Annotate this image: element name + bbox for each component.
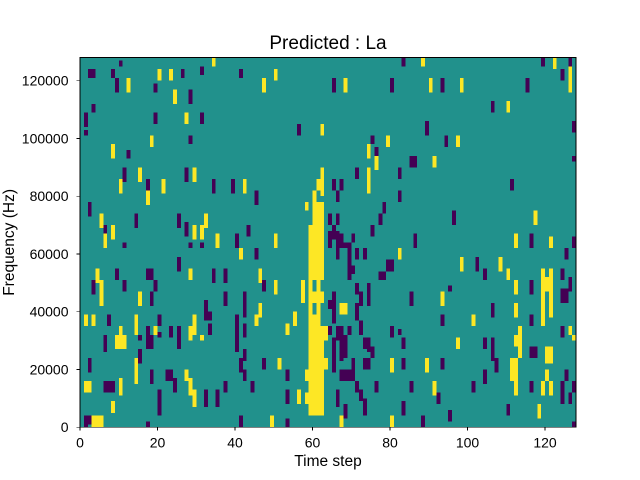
svg-text:20: 20 bbox=[150, 435, 166, 451]
svg-text:60: 60 bbox=[305, 435, 321, 451]
svg-text:100000: 100000 bbox=[22, 130, 69, 146]
svg-text:0: 0 bbox=[61, 419, 69, 435]
svg-text:60000: 60000 bbox=[30, 246, 69, 262]
svg-text:40000: 40000 bbox=[30, 304, 69, 320]
svg-text:120000: 120000 bbox=[22, 73, 69, 89]
svg-text:120: 120 bbox=[533, 435, 557, 451]
svg-text:Frequency (Hz): Frequency (Hz) bbox=[1, 189, 18, 296]
svg-text:20000: 20000 bbox=[30, 361, 69, 377]
svg-text:80: 80 bbox=[382, 435, 398, 451]
svg-text:0: 0 bbox=[76, 435, 84, 451]
svg-text:40: 40 bbox=[227, 435, 243, 451]
svg-text:80000: 80000 bbox=[30, 188, 69, 204]
svg-text:100: 100 bbox=[456, 435, 480, 451]
svg-text:Time step: Time step bbox=[294, 453, 361, 470]
svg-text:Predicted : La: Predicted : La bbox=[269, 33, 387, 54]
